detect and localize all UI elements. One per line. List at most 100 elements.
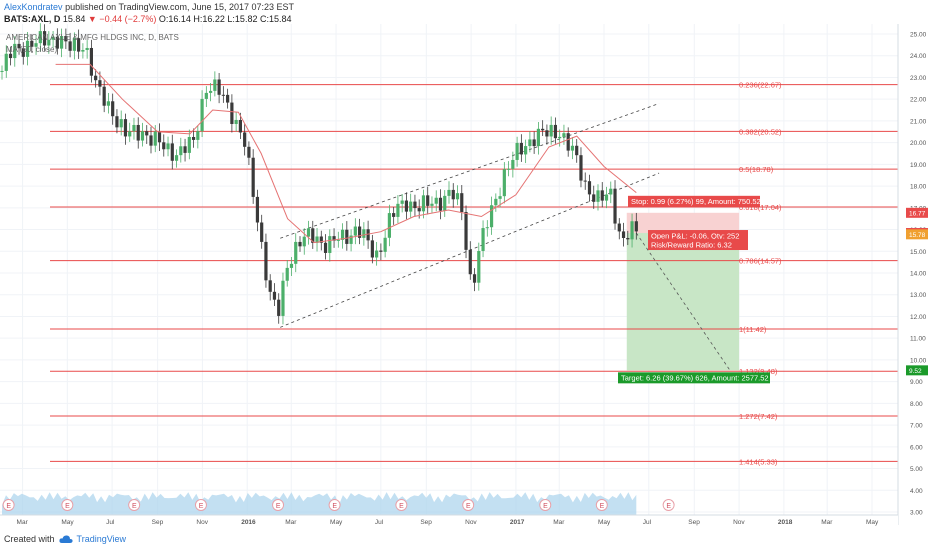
candle-body xyxy=(106,101,111,106)
candle xyxy=(443,190,447,217)
ma-line xyxy=(55,63,637,244)
candle xyxy=(613,180,617,230)
candle-body xyxy=(438,197,443,211)
earnings-marker: E xyxy=(328,499,341,511)
candle xyxy=(234,112,238,132)
candle-body xyxy=(494,198,498,206)
candle xyxy=(430,196,434,213)
candle-body xyxy=(204,92,208,99)
candle-body xyxy=(587,181,592,195)
ohlc-values: O:16.14 H:16.22 L:15.82 C:15.84 xyxy=(158,14,292,24)
fib-label: 0.382(20.52) xyxy=(739,127,782,136)
candle xyxy=(617,218,621,240)
x-tick-label: Mar xyxy=(553,519,565,526)
earnings-marker: E xyxy=(662,499,675,511)
candle-body xyxy=(421,195,426,212)
candle xyxy=(285,259,289,287)
candle xyxy=(183,138,187,162)
candle xyxy=(319,230,323,251)
earnings-icon xyxy=(2,499,15,511)
candle xyxy=(64,28,68,50)
candle xyxy=(494,193,498,212)
candle xyxy=(221,86,225,103)
candle xyxy=(72,32,76,60)
candle-body xyxy=(21,48,25,57)
candle xyxy=(396,195,400,223)
price-tag-text: 16.77 xyxy=(909,210,926,217)
x-tick-label: May xyxy=(598,519,611,526)
y-tick-label: 9.00 xyxy=(910,379,923,386)
x-tick-label: Mar xyxy=(821,519,833,526)
candle-body xyxy=(566,133,570,151)
candle xyxy=(268,274,272,301)
y-tick-label: 21.00 xyxy=(910,118,927,125)
candle-body xyxy=(123,119,128,137)
candle-body xyxy=(132,124,136,132)
candle xyxy=(157,123,162,151)
candle-body xyxy=(208,90,213,93)
earnings-letter: E xyxy=(543,503,548,510)
earnings-marker: E xyxy=(595,499,608,511)
y-tick-label: 23.00 xyxy=(910,75,927,82)
candle-body xyxy=(447,189,451,196)
candle-body xyxy=(349,235,353,244)
candle-body xyxy=(64,35,68,42)
candle-body xyxy=(85,47,89,51)
candle-body xyxy=(485,227,489,229)
price-tag: 9.52 xyxy=(906,365,928,376)
chart-legend-overlay: AMERICAN AXLE & MFG HLDGS INC, D, BATS M… xyxy=(6,32,179,56)
candle xyxy=(170,134,174,170)
candle-body xyxy=(234,119,238,124)
y-tick-label: 15.00 xyxy=(910,249,927,256)
candle-body xyxy=(255,196,260,223)
candle-body xyxy=(609,188,613,195)
candle-body xyxy=(417,208,421,212)
candle-body xyxy=(238,119,242,133)
target-label-text: Target: 6.26 (39.67%) 626, Amount: 2577.… xyxy=(621,374,769,383)
candle-body xyxy=(519,142,523,155)
earnings-marker: E xyxy=(128,499,141,511)
candle-body xyxy=(191,136,196,140)
publish-info: published on TradingView.com, June 15, 2… xyxy=(65,2,295,12)
price-tag-bg xyxy=(906,207,928,218)
candle-body xyxy=(357,226,362,238)
y-tick-label: 14.00 xyxy=(910,271,927,278)
candle xyxy=(570,137,575,160)
tradingview-brand[interactable]: TradingView xyxy=(76,534,127,544)
tradingview-cloud-icon xyxy=(58,535,73,543)
candle xyxy=(162,134,166,157)
candle xyxy=(383,230,387,258)
candle xyxy=(332,228,336,248)
candle-body xyxy=(383,237,387,252)
candle-body xyxy=(0,70,4,72)
x-tick-label: Jul xyxy=(106,519,115,526)
candle-body xyxy=(336,239,340,241)
candle-body xyxy=(404,200,409,212)
candle-body xyxy=(174,155,179,161)
y-tick-label: 12.00 xyxy=(910,314,927,321)
candle-body xyxy=(511,159,515,169)
earnings-icon xyxy=(194,499,207,511)
earnings-marker: E xyxy=(539,499,552,511)
candle-body xyxy=(362,229,366,238)
candle-body xyxy=(145,131,149,136)
earnings-icon xyxy=(395,499,408,511)
candle xyxy=(392,206,396,225)
candle-body xyxy=(413,201,417,209)
earnings-letter: E xyxy=(65,503,70,510)
earnings-icon xyxy=(328,499,341,511)
candle-body xyxy=(387,213,391,238)
author-link[interactable]: AlexKondratev xyxy=(4,2,63,12)
candle-body xyxy=(366,229,370,241)
fib-label: 1.132(9.48) xyxy=(739,367,778,376)
earnings-icon xyxy=(128,499,141,511)
earnings-marker: E xyxy=(2,499,15,511)
candle-body xyxy=(328,236,332,253)
candle-body xyxy=(323,242,328,253)
candle-body xyxy=(558,136,562,139)
candle xyxy=(311,220,315,249)
fib-label: 0.618(17.04) xyxy=(739,203,782,212)
candle xyxy=(13,36,17,67)
candle-body xyxy=(38,31,42,44)
